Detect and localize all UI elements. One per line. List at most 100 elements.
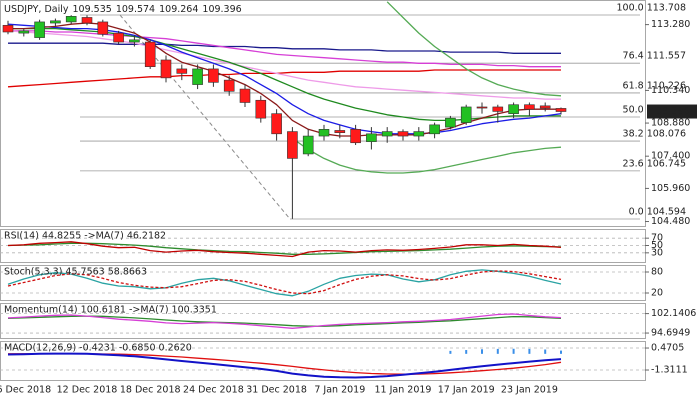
- x-tick-label: 7 Jan 2019: [314, 385, 365, 396]
- candle-body: [65, 16, 77, 23]
- x-tick-label: 6 Dec 2018: [0, 385, 51, 396]
- candle-body: [508, 104, 519, 114]
- candle-body: [50, 20, 61, 24]
- candle-body: [350, 129, 361, 144]
- candle-body: [113, 32, 124, 43]
- series-line: [7, 270, 562, 295]
- candle-body: [429, 124, 440, 135]
- fib-label: 61.8 110.226: [623, 80, 686, 91]
- candle-body: [366, 133, 377, 142]
- indicator-title: RSI(14) 44.8255 ->MA(7) 46.2182: [4, 231, 166, 242]
- histogram-bar: [449, 350, 452, 354]
- indicator-title: Stoch(5,3,3) 45.7563 58.8663: [4, 267, 147, 278]
- candle-body: [18, 30, 30, 34]
- histogram-bar: [512, 348, 515, 354]
- candle-body: [129, 39, 140, 43]
- candle-body: [397, 131, 409, 137]
- candle-body: [34, 21, 45, 38]
- y-tick-label: 94.6949: [651, 328, 690, 339]
- ohlc-value: 109.264: [159, 4, 198, 15]
- series-line: [7, 241, 562, 258]
- y-tick-label: 0.4705: [651, 343, 684, 354]
- candle-body: [539, 105, 551, 109]
- y-tick-label: 30: [651, 247, 663, 258]
- panel-frame: [0, 265, 646, 301]
- fib-label: 38.2 108.076: [623, 129, 686, 140]
- candle-body: [334, 130, 346, 133]
- candle-body: [287, 131, 298, 159]
- histogram-bar: [496, 348, 499, 354]
- candle-body: [381, 131, 393, 137]
- candle-body: [492, 106, 504, 112]
- series-line: [292, 137, 562, 174]
- x-tick-label: 23 Jan 2019: [501, 385, 558, 396]
- histogram-bar: [528, 348, 531, 354]
- histogram-bar: [560, 350, 562, 354]
- candle-body: [476, 106, 488, 109]
- candle-body: [555, 108, 567, 112]
- histogram-bar: [465, 350, 468, 354]
- last-price: 109.396: [650, 106, 689, 117]
- candle-body: [208, 68, 219, 83]
- y-tick-label: 110.340: [651, 85, 690, 96]
- panel-frame: [0, 303, 646, 339]
- x-tick-label: 11 Jan 2019: [375, 385, 432, 396]
- y-tick-label: 20: [651, 288, 663, 299]
- candle-body: [97, 21, 109, 35]
- x-tick-label: 31 Dec 2018: [246, 385, 307, 396]
- x-tick-label: 24 Dec 2018: [183, 385, 244, 396]
- candle-body: [192, 68, 203, 85]
- candle-body: [2, 24, 14, 33]
- series-line: [7, 315, 562, 327]
- series-line: [7, 242, 562, 255]
- histogram-bar: [481, 349, 483, 354]
- y-tick-label: 107.400: [651, 151, 690, 162]
- fib-label: 23.6 106.745: [623, 158, 686, 169]
- series-line: [386, 1, 562, 97]
- chart-header: USDJPY, Daily 109.535 109.574 109.264 109.39…: [4, 4, 242, 15]
- y-tick-label: 105.960: [651, 183, 690, 194]
- series-line: [7, 352, 562, 379]
- x-tick-label: 18 Dec 2018: [120, 385, 181, 396]
- fib-label: 0.0 104.594: [629, 206, 686, 217]
- ohlc-value: 109.574: [116, 4, 155, 15]
- candle-body: [445, 117, 456, 128]
- y-tick-label: -1.3111: [651, 365, 688, 376]
- candle-body: [302, 135, 314, 155]
- x-tick-label: 12 Dec 2018: [57, 385, 118, 396]
- y-tick-label: 108.880: [651, 118, 690, 129]
- indicator-title: Momentum(14) 100.6181 ->MA(7) 100.3351: [4, 305, 217, 316]
- candle-body: [81, 17, 93, 24]
- ohlc-value: 109.535: [73, 4, 112, 15]
- candle-body: [460, 106, 472, 123]
- y-tick-label: 104.480: [651, 216, 690, 227]
- candle-body: [223, 79, 235, 92]
- series-line: [8, 42, 561, 54]
- panel-frame: [0, 341, 646, 381]
- y-tick-label: 113.280: [651, 19, 690, 30]
- last-price-box: [647, 104, 697, 119]
- indicator-title: MACD(12,26,9) -0.4231 -0.6850 0.2620: [4, 343, 192, 354]
- series-line: [7, 313, 562, 329]
- y-tick-label: 70: [651, 233, 663, 244]
- candle-body: [239, 88, 251, 103]
- candle-body: [271, 113, 282, 135]
- candle-body: [255, 99, 267, 119]
- fib-label: 76.4 111.557: [623, 51, 686, 62]
- candle-body: [524, 104, 535, 110]
- symbol: USDJPY, Daily: [4, 4, 69, 15]
- candle-body: [176, 68, 188, 74]
- y-tick-label: 80: [651, 267, 663, 278]
- candle-body: [318, 129, 330, 137]
- fib-label: 100.0 113.708: [616, 3, 686, 14]
- candle-body: [413, 131, 425, 137]
- candle-body: [144, 41, 156, 67]
- x-tick-label: 17 Jan 2019: [438, 385, 495, 396]
- panel-frame: [0, 0, 646, 227]
- ohlc-value: 109.396: [202, 4, 241, 15]
- y-tick-label: 102.1406: [651, 308, 696, 319]
- series-line: [7, 30, 561, 100]
- y-tick-label: 50: [651, 240, 663, 251]
